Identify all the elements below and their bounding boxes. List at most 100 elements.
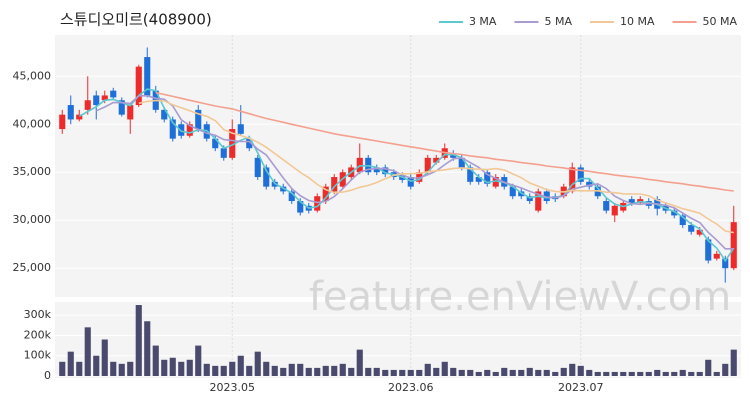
volume-bar — [722, 363, 729, 376]
volume-bar — [271, 365, 278, 376]
candle-body — [705, 239, 712, 261]
volume-bar — [101, 339, 108, 376]
y-tick-label: 40,000 — [13, 117, 52, 130]
volume-bar — [611, 371, 618, 376]
volume-bar — [594, 371, 601, 376]
candle-body — [220, 148, 227, 158]
y-tick-label: 30,000 — [13, 213, 52, 226]
ma-line — [95, 95, 734, 250]
candle-body — [526, 196, 533, 202]
volume-bar — [492, 371, 499, 376]
volume-bar — [407, 369, 414, 376]
y2-tick-label: 0 — [44, 369, 51, 382]
candle-body — [484, 172, 491, 184]
volume-bar — [186, 359, 193, 376]
candle-body — [628, 199, 635, 203]
candle-body — [84, 100, 91, 110]
volume-bar — [382, 369, 389, 376]
volume-bar — [526, 367, 533, 376]
candle-body — [93, 95, 100, 106]
candle-body — [314, 196, 321, 211]
candle-body — [467, 167, 474, 182]
volume-bar — [212, 365, 219, 376]
candle-body — [577, 167, 584, 182]
volume-bar — [441, 361, 448, 376]
volume-bar — [161, 359, 168, 376]
y2-tick-label: 300k — [24, 308, 52, 321]
candle-body — [161, 109, 168, 120]
candle-body — [611, 205, 618, 216]
candle-body — [246, 138, 253, 149]
volume-bar — [450, 367, 457, 376]
volume-bar — [688, 371, 695, 376]
candle-body — [229, 129, 236, 158]
volume-bar — [59, 361, 66, 376]
volume-bar — [169, 357, 176, 376]
volume-bar — [577, 365, 584, 376]
volume-bar — [195, 345, 202, 376]
volume-bar — [331, 365, 338, 376]
candle-body — [59, 114, 66, 130]
candle-body — [433, 157, 440, 163]
candle-body — [492, 177, 499, 187]
volume-bar — [620, 371, 627, 376]
candle-body — [586, 181, 593, 187]
volume-bar — [467, 369, 474, 376]
legend-label: 50 MA — [702, 15, 737, 28]
x-tick-label: 2023.05 — [210, 381, 256, 394]
candle-body — [135, 66, 142, 106]
x-tick-label: 2023.07 — [558, 381, 604, 394]
ma-line — [78, 88, 735, 263]
volume-bar — [263, 361, 270, 376]
legend-label: 5 MA — [544, 15, 572, 28]
volume-bar — [552, 371, 559, 376]
candle-body — [373, 167, 380, 173]
volume-bar — [297, 363, 304, 376]
x-tick-label: 2023.06 — [388, 381, 434, 394]
volume-bar — [229, 361, 236, 376]
volume-bar — [76, 361, 83, 376]
volume-bar — [696, 371, 703, 376]
volume-bar — [178, 361, 185, 376]
volume-bar — [365, 367, 372, 376]
volume-bar — [713, 371, 720, 376]
candle-body — [288, 191, 295, 202]
volume-bar — [220, 365, 227, 376]
candle-body — [263, 167, 270, 187]
candle-body — [101, 95, 108, 101]
volume-bar — [560, 367, 567, 376]
watermark: feature.enViewV.com — [309, 274, 731, 320]
volume-bar — [424, 363, 431, 376]
candle-body — [543, 191, 550, 202]
volume-bar — [314, 367, 321, 376]
candle-body — [382, 167, 389, 175]
volume-bar — [203, 363, 210, 376]
volume-bar — [67, 351, 74, 376]
candle-body — [76, 114, 83, 120]
volume-bar — [569, 363, 576, 376]
candle-body — [127, 105, 134, 120]
price-panel — [55, 35, 741, 297]
volume-bar — [645, 371, 652, 376]
volume-bar — [654, 369, 661, 376]
ma-line — [155, 91, 734, 192]
volume-bar — [501, 367, 508, 376]
volume-bar — [586, 369, 593, 376]
legend-label: 3 MA — [469, 15, 497, 28]
volume-bar — [475, 371, 482, 376]
y-tick-label: 35,000 — [13, 165, 52, 178]
candle-body — [696, 229, 703, 235]
candle-body — [424, 157, 431, 173]
volume-bar — [246, 365, 253, 376]
volume-bar — [152, 345, 159, 376]
y-tick-label: 25,000 — [13, 261, 52, 274]
volume-bar — [93, 355, 100, 376]
volume-bar — [416, 369, 423, 376]
volume-bar — [127, 361, 134, 376]
candle-body — [322, 186, 329, 202]
candle-body — [212, 138, 219, 149]
volume-bar — [458, 369, 465, 376]
volume-bar — [433, 367, 440, 376]
volume-bar — [671, 371, 678, 376]
